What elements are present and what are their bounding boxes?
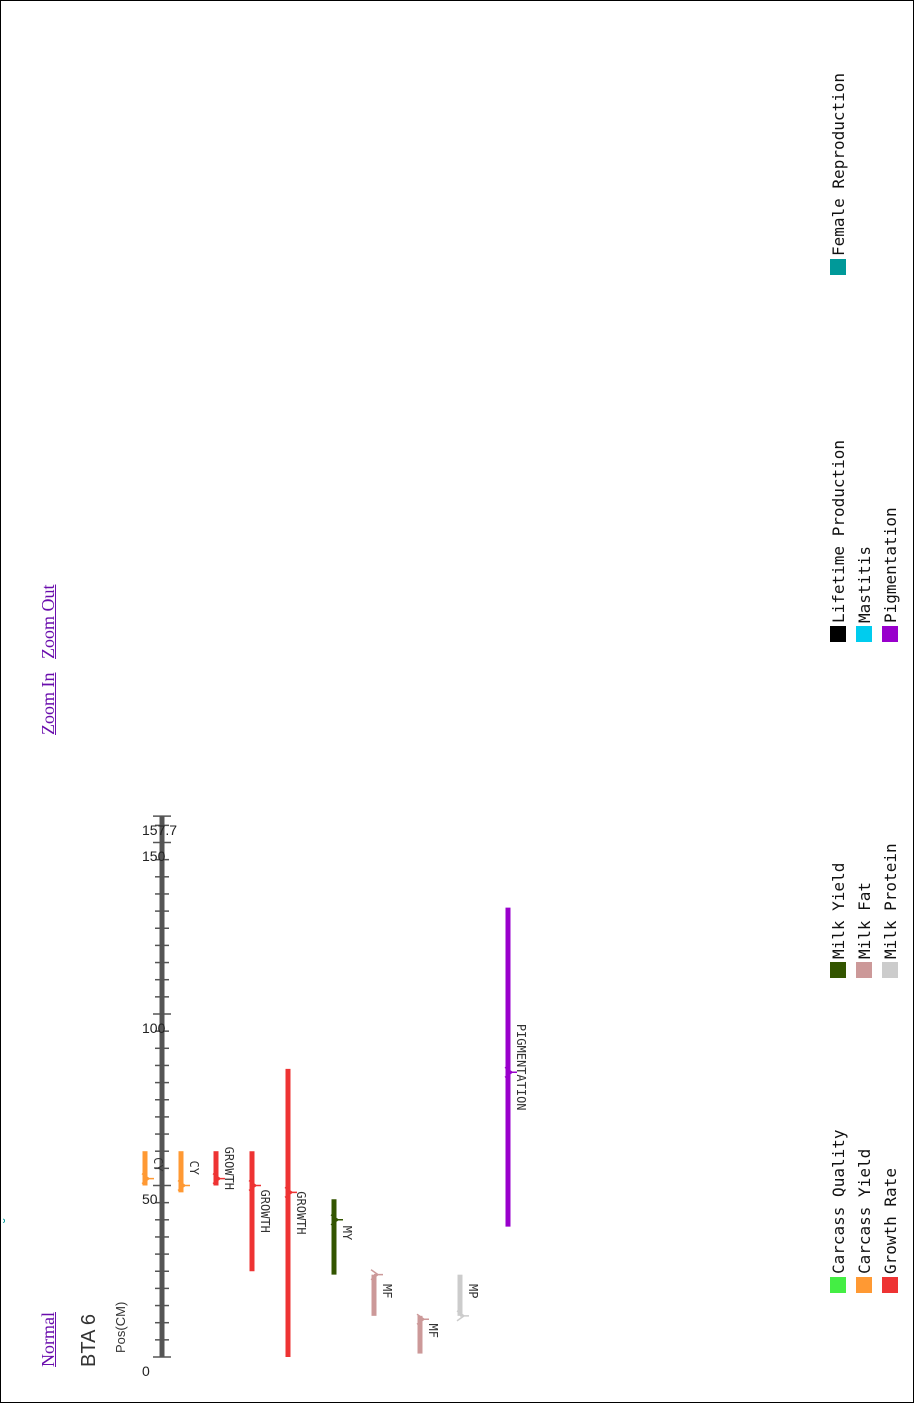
legend-item: Mastitis [854,546,874,642]
legend-label: Female Reproduction [828,72,848,256]
qtl-bars: CY CY GROWTH GROWTH GROWTH MY MF MF MP PIGMENTATI… [141,907,528,1357]
qtl-peak-marker [212,1173,225,1185]
legend-swatch [830,962,846,978]
legend-label: Lifetime Production [828,439,848,623]
legend-item: Lifetime Production [828,440,848,642]
qtl-label: CY [187,1161,201,1176]
qtl-label: CY [151,1157,165,1172]
legend-item: Milk Yield [828,863,848,978]
legend-label: Milk Protein [880,843,900,959]
legend-label: Milk Yield [828,862,848,959]
legend-swatch [882,626,898,642]
axis-tick-label: 0 [142,1363,150,1379]
legend-label: Carcass Yield [854,1148,874,1274]
qtl-label: MF [426,1323,440,1337]
qtl-peak-marker [370,1269,383,1281]
legend-swatch [856,962,872,978]
axis-tick-label: 150 [142,848,166,865]
axis-tick-label: 100 [142,1020,166,1036]
legend-swatch [856,626,872,642]
qtl-label: MY [340,1226,354,1241]
legend-label: Carcass Quality [828,1129,848,1275]
qtl-peak-marker [177,1179,190,1192]
legend-swatch [856,1277,872,1293]
qtl-label: MF [380,1284,394,1298]
legend-item: Female Reproduction [828,73,848,275]
legend-item: Pigmentation [880,507,900,642]
legend-item: Growth Rate [880,1168,900,1293]
qtl-peak-marker [284,1186,297,1198]
chromosome-axis [153,815,171,1358]
axis-tick-label: 50 [142,1191,158,1208]
qtl-label: GROWTH [258,1190,272,1233]
legend-swatch [882,962,898,978]
legend-swatch [830,259,846,275]
qtl-peak-marker [456,1310,469,1322]
qtl-peak-marker [141,1173,154,1185]
legend-label: Mastitis [854,545,874,623]
legend-label: Pigmentation [880,507,900,623]
qtl-label: PIGMENTATION [514,1024,528,1111]
legend-label: Milk Fat [854,881,874,959]
legend-swatch [830,626,846,642]
qtl-label: GROWTH [294,1191,308,1234]
legend-swatch [830,1277,846,1293]
legend-swatch [882,1277,898,1293]
qtl-peak-marker [504,1066,517,1078]
qtl-peak-marker [248,1179,261,1192]
axis-tick-label: 157.7 [142,822,178,839]
qtl-peak-marker [416,1313,429,1325]
legend-item: Carcass Quality [828,1129,848,1293]
qtl-label: GROWTH [222,1147,236,1190]
qtl-label: MP [466,1284,480,1298]
legend-item: Milk Protein [880,843,900,978]
qtl-peak-marker [330,1214,343,1226]
legend-label: Growth Rate [880,1168,900,1274]
legend-item: Carcass Yield [854,1149,874,1293]
legend-item: Milk Fat [854,882,874,978]
